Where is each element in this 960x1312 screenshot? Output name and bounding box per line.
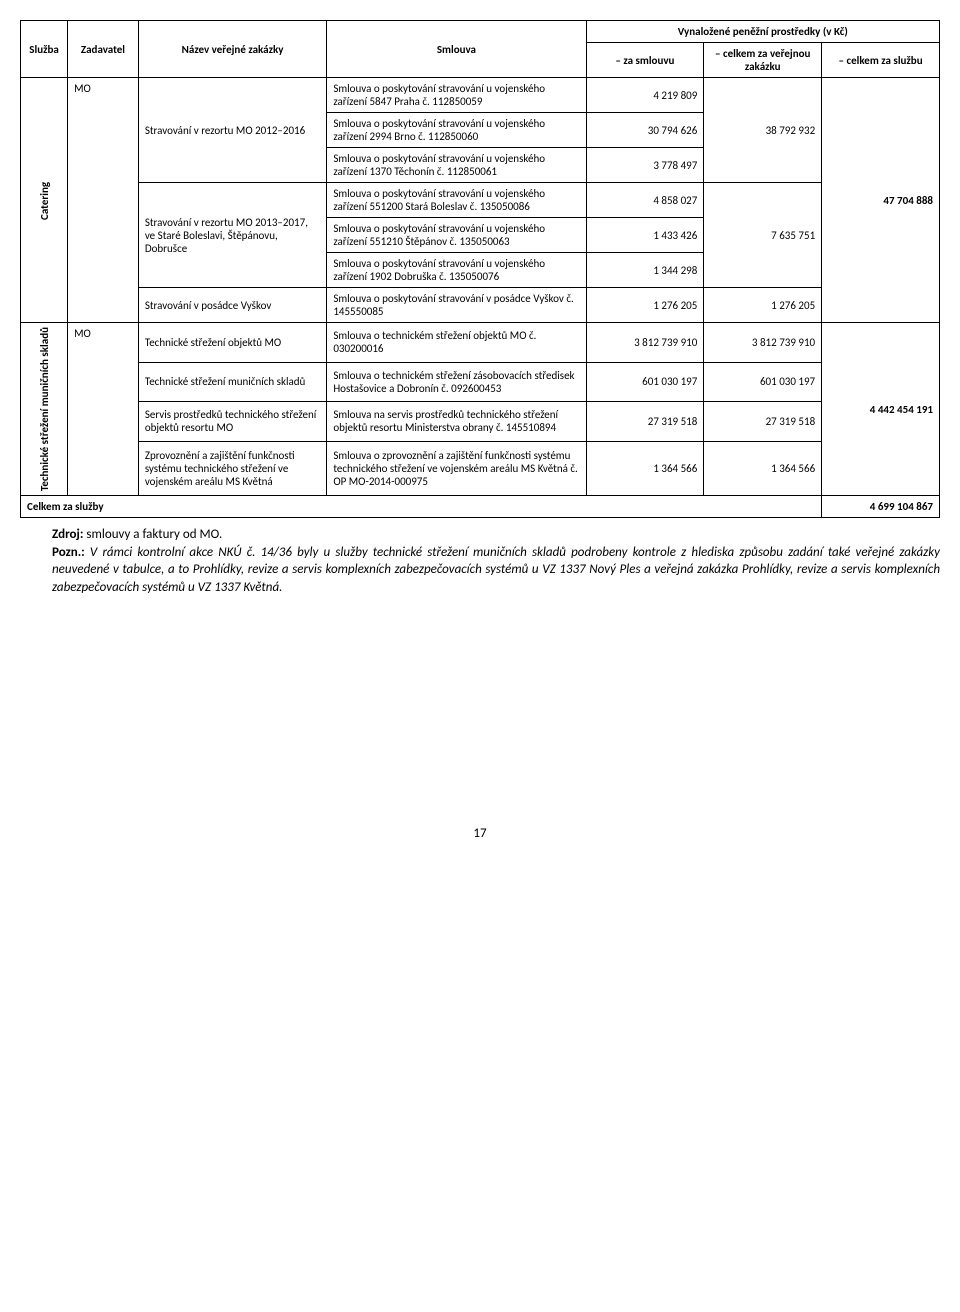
col-za-smlouvu: – za smlouvu — [586, 43, 704, 78]
vz-tsm-sum: 601 030 197 — [704, 362, 822, 402]
col-super: Vynaložené peněžní prostředky (v Kč) — [586, 21, 939, 43]
sm-vyskov: Smlouva o poskytování stravování v posád… — [327, 288, 586, 323]
vz-servis-sum: 27 319 518 — [704, 402, 822, 442]
col-smlouva: Smlouva — [327, 21, 586, 78]
sm-praha-val: 4 219 809 — [586, 78, 704, 113]
zdroj-text: smlouvy a faktury od MO. — [83, 527, 222, 542]
sm-vyskov-val: 1 276 205 — [586, 288, 704, 323]
nz-strav-2012: Stravování v rezortu MO 2012–2016 — [138, 78, 327, 183]
zadavatel-mo-2: MO — [68, 323, 139, 496]
pozn-end: . — [279, 580, 282, 595]
col-za-sluzbu: – celkem za službu — [822, 43, 940, 78]
nz-zprov: Zprovoznění a zajištění funkčnosti systé… — [138, 441, 327, 495]
sm-dobruska-val: 1 344 298 — [586, 253, 704, 288]
vz-zprov-sum: 1 364 566 — [704, 441, 822, 495]
sm-boleslav-val: 4 858 027 — [586, 183, 704, 218]
sm-stepanov-val: 1 433 426 — [586, 218, 704, 253]
vz-vyskov-sum: 1 276 205 — [704, 288, 822, 323]
nz-tso: Technické střežení objektů MO — [138, 323, 327, 363]
data-table: Služba Zadavatel Název veřejné zakázky S… — [20, 20, 940, 518]
col-nazev: Název veřejné zakázky — [138, 21, 327, 78]
vz-tso-sum: 3 812 739 910 — [704, 323, 822, 363]
vz-strav-2012-sum: 38 792 932 — [704, 78, 822, 183]
nz-vyskov: Stravování v posádce Vyškov — [138, 288, 327, 323]
footer-val: 4 699 104 867 — [822, 496, 940, 518]
sm-tso: Smlouva o technickém střežení objektů MO… — [327, 323, 586, 363]
sm-techonin: Smlouva o poskytování stravování u vojen… — [327, 148, 586, 183]
sm-zprov-val: 1 364 566 — [586, 441, 704, 495]
sluzba-catering: Catering — [21, 78, 68, 323]
sm-boleslav: Smlouva o poskytování stravování u vojen… — [327, 183, 586, 218]
sm-stepanov: Smlouva o poskytování stravování u vojen… — [327, 218, 586, 253]
pozn-label: Pozn.: — [52, 545, 85, 560]
footer-label: Celkem za služby — [21, 496, 822, 518]
sm-brno-val: 30 794 626 — [586, 113, 704, 148]
sm-tsm-val: 601 030 197 — [586, 362, 704, 402]
vz-strav-2013-sum: 7 635 751 — [704, 183, 822, 288]
zdroj-label: Zdroj: — [52, 527, 83, 542]
sm-brno: Smlouva o poskytování stravování u vojen… — [327, 113, 586, 148]
tsm-total: 4 442 454 191 — [822, 323, 940, 496]
nz-servis: Servis prostředků technického střežení o… — [138, 402, 327, 442]
nz-tsm: Technické střežení muničních skladů — [138, 362, 327, 402]
sm-servis: Smlouva na servis prostředků technického… — [327, 402, 586, 442]
pozn-it1: Prohlídky, revize a servis komplexních z… — [193, 562, 641, 577]
page-number: 17 — [20, 826, 940, 841]
catering-total: 47 704 888 — [822, 78, 940, 323]
notes-block: Zdroj: smlouvy a faktury od MO. Pozn.: V… — [20, 526, 940, 596]
nz-strav-2013: Stravování v rezortu MO 2013–2017, ve St… — [138, 183, 327, 288]
col-zadavatel: Zadavatel — [68, 21, 139, 78]
sm-tsm: Smlouva o technickém střežení zásobovací… — [327, 362, 586, 402]
col-sluzba: Služba — [21, 21, 68, 78]
col-za-zakazku: – celkem za veřejnou zakázku — [704, 43, 822, 78]
sm-servis-val: 27 319 518 — [586, 402, 704, 442]
sm-tso-val: 3 812 739 910 — [586, 323, 704, 363]
pozn-mid: a veřejná zakázka — [641, 562, 742, 577]
sm-praha: Smlouva o poskytování stravování u vojen… — [327, 78, 586, 113]
zadavatel-mo-1: MO — [68, 78, 139, 323]
sluzba-tsm: Technické střežení muničních skladů — [21, 323, 68, 496]
sm-techonin-val: 3 778 497 — [586, 148, 704, 183]
sm-zprov: Smlouva o zprovoznění a zajištění funkčn… — [327, 441, 586, 495]
sm-dobruska: Smlouva o poskytování stravování u vojen… — [327, 253, 586, 288]
